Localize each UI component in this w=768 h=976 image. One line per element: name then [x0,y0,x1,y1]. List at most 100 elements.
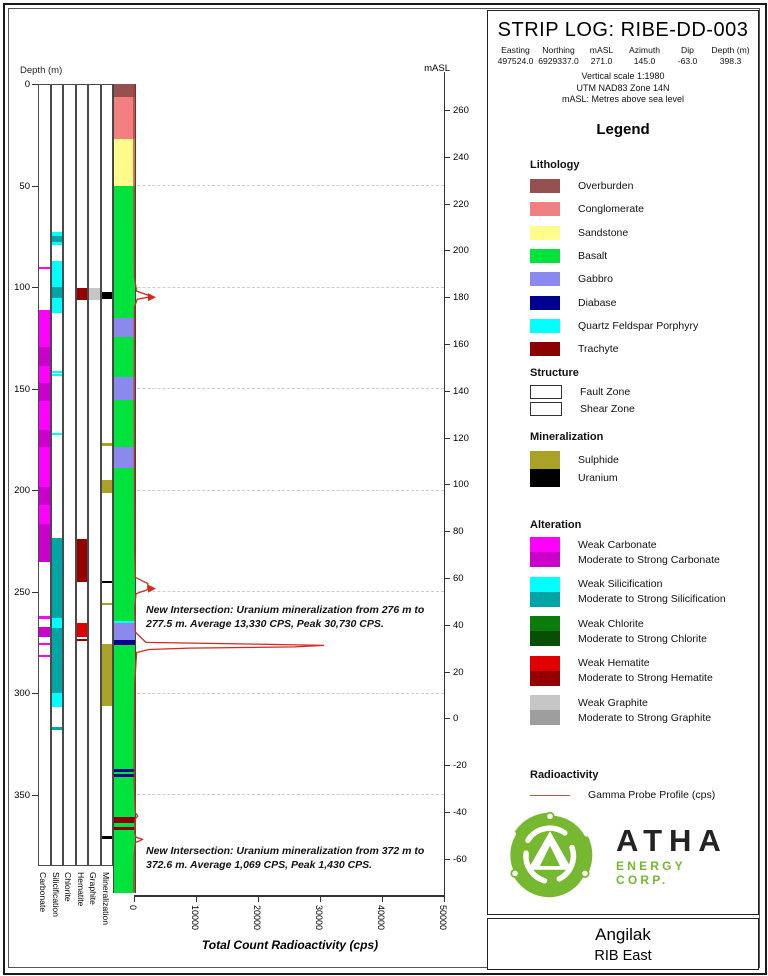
depth-tick [32,84,38,85]
lithology-interval-basalt [114,513,135,528]
legend-lithology-row-swatch [530,225,560,240]
track-interval-weak [51,298,62,314]
depth-tick-label: 150 [14,383,30,395]
gamma-tick-label: 0 [127,905,138,911]
legend-structure-fault-swatch [530,385,562,399]
lithology-interval-basalt [114,222,135,242]
track-interval-strong [51,236,62,242]
legend-lithology-row-swatch [530,202,560,217]
gamma-probe-line-sample [530,794,570,796]
legend-alteration-strong-swatch [530,631,560,646]
lithology-interval-basalt [114,606,135,621]
masl-axis-label: mASL [424,63,450,74]
masl-tick-label: 240 [453,151,469,163]
gamma-axis-line [133,895,445,897]
lithology-interval-basalt [114,241,135,261]
legend-alteration-strong: Moderate to Strong Graphite [530,710,711,725]
lithology-interval-basalt [114,579,135,590]
track-interval-strong [39,523,50,563]
gamma-tick-label: 50000 [437,905,448,931]
track-mineralization [100,84,113,866]
track-label-graphite: Graphite [88,872,99,905]
legend-lithology-row: Trachyte [530,342,619,357]
masl-tick-label: 100 [453,479,469,491]
track-interval-weak [39,267,50,269]
gamma-spike-arrow [148,584,156,593]
page-border-outer [3,3,767,975]
lithology-interval-basalt [114,777,135,817]
masl-tick [443,858,450,860]
legend-lithology-row-swatch [530,295,560,310]
depth-tick [32,388,38,390]
track-interval-strong [39,383,50,401]
track-interval-weak [39,400,50,431]
depth-tick-label: 250 [14,586,30,598]
legend-mineralization-row-label: Uranium [578,472,618,484]
legend-alteration-strong: Moderate to Strong Chlorite [530,631,707,646]
depth-tick [32,693,38,695]
lithology-interval-basalt [114,445,135,447]
lithology-interval-sandstone [114,138,135,186]
masl-tick-label: 120 [453,432,469,444]
project-name: Angilak [595,925,651,944]
scale-notes: Vertical scale 1:1980 UTM NAD83 Zone 14N… [488,71,758,106]
depth-tick [32,794,38,796]
lithology-interval-basalt [114,830,135,893]
legend-structure-shear-label: Shear Zone [580,403,635,415]
legend-alteration-weak-swatch [530,616,560,631]
track-hematite [75,84,88,866]
legend-alteration-strong: Moderate to Strong Carbonate [530,552,720,567]
atha-logo: ATHA ENERGY CORP. [504,809,744,909]
track-interval-weak [51,433,62,435]
masl-tick [443,812,450,813]
lithology-interval-basalt [114,706,135,770]
track-chlorite [63,84,76,866]
lithology-interval-basalt [114,260,135,273]
legend-mineralization-row-label: Sulphide [578,454,619,466]
depth-tick [32,287,38,289]
masl-tick [443,203,450,205]
depth-gridline [38,185,444,187]
legend-structure-shear-swatch [530,402,562,416]
gamma-spike-arrow [148,293,156,302]
depth-tick [32,490,38,492]
lithology-interval-gabbro [114,318,135,337]
masl-tick [443,250,450,252]
legend-lithology-row-label: Trachyte [578,343,619,356]
lithology-interval-gabbro [114,622,135,641]
legend-lithology-row-label: Basalt [578,249,608,262]
legend-radioactivity-row: Gamma Probe Profile (cps) [530,789,715,801]
masl-tick-label: 80 [453,526,464,538]
legend-section-lithology: Lithology [530,159,580,171]
atha-brand-name: ATHA [616,823,728,858]
area-name: RIB East [594,948,652,964]
depth-gridline [38,692,444,694]
depth-gridline [38,591,444,593]
masl-tick-label: 0 [453,713,459,725]
gamma-tick-label: 40000 [375,905,386,931]
lithology-interval-basalt [114,538,135,547]
depth-tick-label: 0 [24,79,30,90]
legend-lithology-row-swatch [530,248,560,263]
masl-tick [443,156,450,158]
lithology-interval-diabase [114,769,135,773]
legend-alteration-weak-swatch [530,576,560,592]
legend-lithology-row-swatch [530,272,560,287]
legend-lithology-row-label: Overburden [578,180,634,192]
note-vertical-scale: Vertical scale 1:1980 [581,71,665,81]
legend-alteration-weak-label: Weak Silicification [578,578,663,590]
depth-gridline [38,388,444,390]
legend-alteration-weak: Weak Graphite [530,695,648,710]
track-interval-sulphide [101,479,112,494]
track-interval-strong [76,638,87,641]
legend-lithology-row: Gabbro [530,272,613,287]
legend-alteration-weak: Weak Hematite [530,655,650,671]
legend-section-radioactivity: Radioactivity [530,769,599,781]
lithology-interval-basalt [114,527,135,538]
masl-tick-label: 200 [453,245,469,257]
legend-alteration-strong: Moderate to Strong Hematite [530,670,713,686]
depth-tick-label: 350 [14,789,30,801]
legend-alteration-strong: Moderate to Strong Silicification [530,591,726,607]
legend-section-alteration: Alteration [530,519,582,531]
lithology-interval-overburden [114,84,135,98]
